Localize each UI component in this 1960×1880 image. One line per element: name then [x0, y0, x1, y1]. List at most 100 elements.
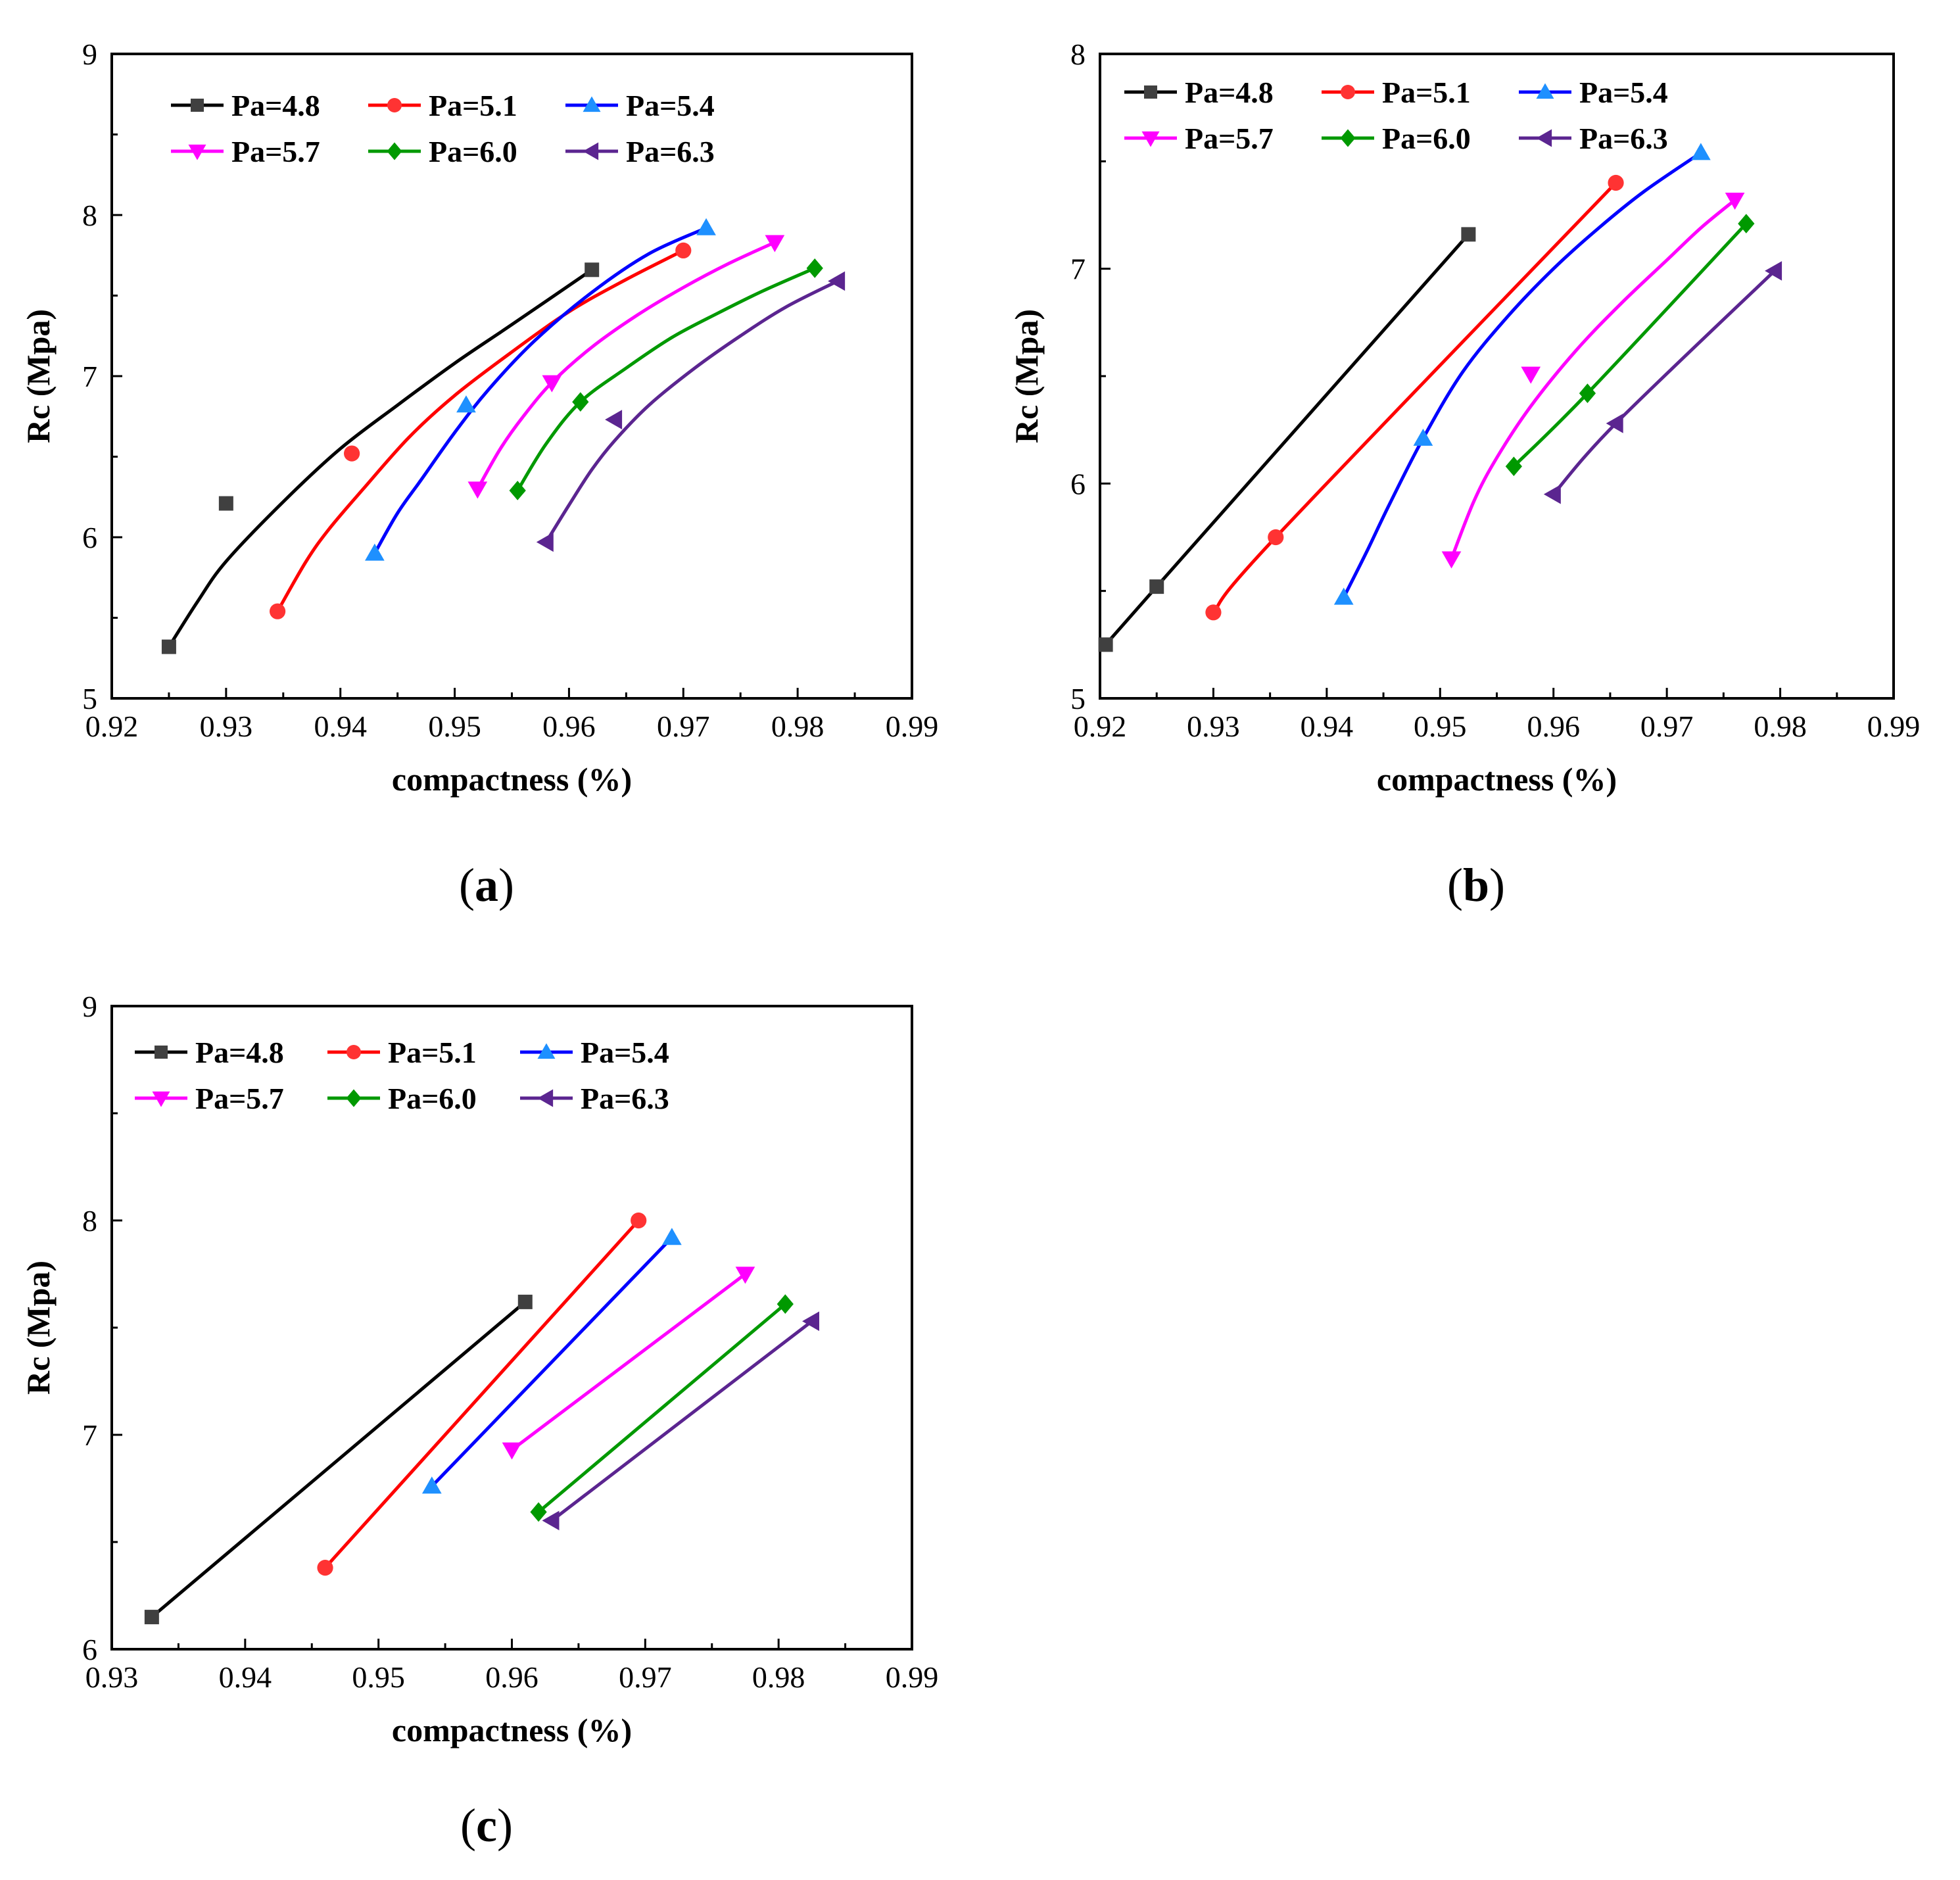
- legend-marker: [583, 142, 599, 160]
- legend-label: Pa=4.8: [1185, 76, 1274, 109]
- data-point: [828, 271, 846, 291]
- caption-letter: b: [1463, 859, 1489, 911]
- x-tick-label: 0.93: [200, 710, 253, 743]
- series-Pa-5_4: [365, 218, 716, 561]
- data-point: [509, 481, 526, 500]
- data-point: [542, 1510, 560, 1531]
- data-point: [777, 1294, 794, 1314]
- series-line: [167, 268, 594, 649]
- data-point: [605, 410, 623, 429]
- data-point: [1725, 192, 1745, 210]
- x-tick-label: 0.96: [485, 1660, 538, 1694]
- legend-label: Pa=6.0: [429, 135, 517, 168]
- data-point: [1543, 484, 1561, 504]
- legend-entry: Pa=5.7: [171, 135, 320, 168]
- legend-label: Pa=4.8: [231, 89, 320, 122]
- legend-marker: [583, 96, 601, 112]
- series-line: [430, 1236, 674, 1488]
- legend-label: Pa=5.4: [581, 1036, 669, 1069]
- legend-entry: Pa=5.1: [327, 1036, 477, 1069]
- data-point: [1505, 456, 1522, 477]
- legend-entry: Pa=6.0: [368, 135, 517, 168]
- data-point: [696, 218, 716, 235]
- x-tick-label: 0.95: [1414, 710, 1467, 743]
- data-point: [1098, 637, 1113, 652]
- x-tick-label: 0.95: [428, 710, 481, 743]
- legend-label: Pa=5.1: [1382, 76, 1471, 109]
- legend-label: Pa=5.7: [195, 1082, 284, 1115]
- chart-panel-a: 0.92 0.93 0.94 0.95 0.96 0.97 0.98 0.99 5 6 7 8 9 com…: [20, 37, 938, 911]
- legend-label: Pa=6.3: [626, 135, 715, 168]
- y-tick-label: 8: [82, 1204, 97, 1238]
- legend-marker: [347, 1045, 361, 1059]
- y-axis-title: Rc (Mpa): [20, 1261, 57, 1395]
- legend-marker: [155, 1046, 168, 1059]
- legend-entry: Pa=4.8: [135, 1036, 284, 1069]
- series-line: [323, 1218, 640, 1570]
- series-Pa-5_4: [1333, 143, 1711, 605]
- series-Pa-4_8: [1098, 227, 1476, 652]
- x-tick-label: 0.94: [219, 1660, 272, 1694]
- series-Pa-6_3: [542, 1311, 820, 1531]
- series-line: [373, 226, 708, 555]
- legend-label: Pa=5.7: [1185, 122, 1274, 155]
- legend-label: Pa=4.8: [195, 1036, 284, 1069]
- series-line: [515, 266, 817, 493]
- legend-marker: [1144, 85, 1157, 99]
- legend-label: Pa=6.0: [388, 1082, 477, 1115]
- legend-label: Pa=6.0: [1382, 122, 1471, 155]
- data-point: [1608, 174, 1624, 191]
- caption-letter: c: [476, 1799, 497, 1852]
- x-axis-title: compactness (%): [1377, 761, 1617, 798]
- data-point: [1461, 227, 1476, 242]
- chart-panel-c: 0.93 0.94 0.95 0.96 0.97 0.98 0.99 6 7 8 9 compactn…: [20, 990, 938, 1852]
- y-tick-label: 7: [1070, 253, 1086, 286]
- x-tick-label: 0.92: [85, 710, 139, 743]
- legend-marker: [188, 144, 206, 160]
- legend-marker: [1141, 131, 1160, 147]
- y-axis-title: Rc (Mpa): [20, 309, 57, 443]
- data-point: [572, 392, 589, 412]
- data-point: [1149, 579, 1164, 594]
- data-point: [502, 1442, 522, 1460]
- legend-entry: Pa=6.0: [1322, 122, 1471, 155]
- legend-entry: Pa=6.0: [327, 1082, 477, 1115]
- x-tick-label: 0.96: [542, 710, 596, 743]
- legend-label: Pa=5.1: [388, 1036, 477, 1069]
- data-point: [1268, 529, 1284, 546]
- x-axis-title: compactness (%): [392, 1712, 632, 1748]
- data-point: [1441, 551, 1462, 569]
- data-point: [765, 235, 785, 253]
- data-point: [662, 1228, 682, 1245]
- panel-caption: (a): [459, 859, 514, 911]
- legend-marker: [1536, 83, 1554, 99]
- x-axis-title: compactness (%): [392, 761, 632, 798]
- series-line: [510, 1272, 747, 1452]
- x-tick-label: 0.95: [352, 1660, 405, 1694]
- data-point: [631, 1212, 647, 1229]
- legend-entry: Pa=5.7: [135, 1082, 284, 1115]
- caption-close: ): [498, 859, 514, 911]
- legend-entry: Pa=5.7: [1124, 122, 1274, 155]
- x-tick-label: 0.94: [1301, 710, 1354, 743]
- series-Pa-6_3: [1543, 261, 1782, 504]
- y-tick-label: 9: [82, 37, 97, 71]
- legend-entry: Pa=4.8: [171, 89, 320, 122]
- data-point: [536, 532, 554, 552]
- legend-marker: [387, 98, 402, 112]
- series-Pa-6_0: [509, 258, 823, 500]
- y-tick-label: 8: [1070, 37, 1086, 71]
- legend-entry: Pa=5.1: [1322, 76, 1471, 109]
- data-point: [269, 603, 286, 619]
- data-point: [542, 375, 562, 393]
- data-point: [144, 1610, 159, 1625]
- legend-entry: Pa=5.1: [368, 89, 517, 122]
- legend-entry: Pa=5.4: [520, 1036, 669, 1069]
- x-tick-label: 0.92: [1074, 710, 1127, 743]
- data-point: [517, 1294, 533, 1309]
- series-Pa-6_0: [1505, 214, 1755, 477]
- series-Pa-5_1: [269, 242, 692, 619]
- caption-open: (: [1447, 859, 1463, 911]
- y-tick-label: 6: [82, 1633, 97, 1666]
